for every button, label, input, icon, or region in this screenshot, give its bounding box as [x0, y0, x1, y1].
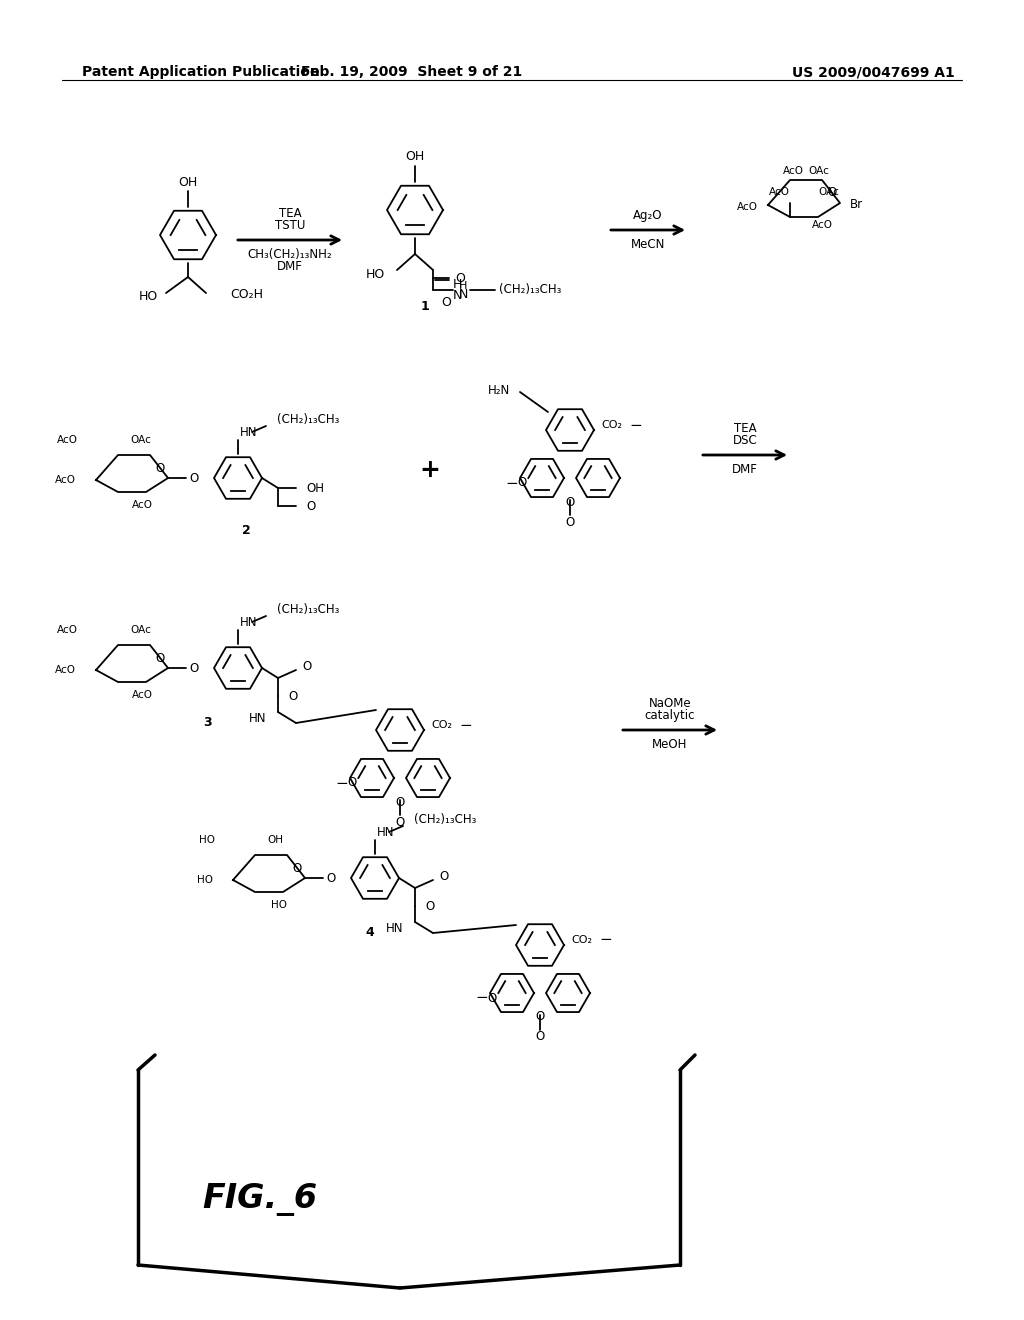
Text: AcO: AcO: [131, 690, 153, 700]
Text: CO₂: CO₂: [431, 719, 453, 730]
Text: MeCN: MeCN: [631, 238, 666, 251]
Text: HO: HO: [366, 268, 385, 281]
Text: DMF: DMF: [732, 463, 758, 477]
Text: O: O: [293, 862, 302, 874]
Text: H: H: [459, 281, 467, 290]
Text: O: O: [441, 296, 451, 309]
Text: O: O: [302, 660, 311, 672]
Text: O: O: [189, 661, 199, 675]
Text: −: −: [460, 718, 472, 733]
Text: TEA: TEA: [733, 422, 757, 436]
Text: O: O: [827, 186, 837, 199]
Text: AcO: AcO: [57, 624, 78, 635]
Text: HO: HO: [197, 875, 213, 884]
Text: HO: HO: [199, 836, 215, 845]
Text: O: O: [565, 495, 574, 508]
Text: OH: OH: [267, 836, 283, 845]
Text: O: O: [536, 1011, 545, 1023]
Text: AcO: AcO: [769, 187, 790, 197]
Text: Feb. 19, 2009  Sheet 9 of 21: Feb. 19, 2009 Sheet 9 of 21: [301, 65, 522, 79]
Text: O: O: [536, 1031, 545, 1044]
Text: O: O: [156, 462, 165, 474]
Text: +: +: [420, 458, 440, 482]
Text: OH: OH: [178, 177, 198, 190]
Text: O: O: [288, 689, 297, 702]
Text: (CH₂)₁₃CH₃: (CH₂)₁₃CH₃: [276, 413, 339, 426]
Text: HN: HN: [240, 615, 257, 628]
Text: HO: HO: [138, 290, 158, 304]
Text: O: O: [395, 816, 404, 829]
Text: AcO: AcO: [55, 665, 76, 675]
Text: O: O: [327, 871, 336, 884]
Text: CH₃(CH₂)₁₃NH₂: CH₃(CH₂)₁₃NH₂: [248, 248, 333, 261]
Text: HN: HN: [377, 825, 394, 838]
Text: AcO: AcO: [783, 166, 804, 176]
Text: CO₂H: CO₂H: [230, 289, 263, 301]
Text: O: O: [565, 516, 574, 528]
Text: DMF: DMF: [278, 260, 303, 273]
Text: (CH₂)₁₃CH₃: (CH₂)₁₃CH₃: [276, 603, 339, 616]
Text: DSC: DSC: [732, 434, 758, 447]
Text: AcO: AcO: [131, 500, 153, 510]
Text: FIG._6: FIG._6: [203, 1184, 317, 1217]
Text: −: −: [600, 932, 612, 948]
Text: MeOH: MeOH: [652, 738, 688, 751]
Text: HO: HO: [271, 900, 287, 909]
Text: O: O: [189, 471, 199, 484]
Text: CO₂: CO₂: [571, 935, 593, 945]
Text: (CH₂)₁₃CH₃: (CH₂)₁₃CH₃: [414, 813, 476, 826]
Text: US 2009/0047699 A1: US 2009/0047699 A1: [793, 65, 955, 79]
Text: TEA: TEA: [279, 207, 301, 220]
Text: OAc: OAc: [818, 187, 839, 197]
Text: O: O: [455, 272, 465, 285]
Text: O: O: [487, 991, 497, 1005]
Text: −: −: [475, 990, 488, 1006]
Text: TSTU: TSTU: [274, 219, 305, 232]
Text: AcO: AcO: [55, 475, 76, 484]
Text: catalytic: catalytic: [645, 709, 695, 722]
Text: H₂N: H₂N: [487, 384, 510, 396]
Text: O: O: [156, 652, 165, 664]
Text: AcO: AcO: [811, 220, 833, 230]
Text: OH: OH: [406, 150, 425, 164]
Text: HN: HN: [385, 921, 403, 935]
Text: 4: 4: [366, 927, 375, 940]
Text: O: O: [439, 870, 449, 883]
Text: OAc: OAc: [130, 624, 151, 635]
Text: H
N: H N: [453, 279, 463, 302]
Text: 3: 3: [204, 717, 212, 730]
Text: −: −: [630, 417, 642, 433]
Text: −: −: [506, 475, 518, 491]
Text: O: O: [517, 477, 526, 490]
Text: O: O: [347, 776, 356, 789]
Text: AcO: AcO: [737, 202, 758, 213]
Text: N: N: [459, 288, 468, 301]
Text: 2: 2: [242, 524, 251, 536]
Text: HN: HN: [249, 711, 266, 725]
Text: O: O: [306, 499, 315, 512]
Text: OAc: OAc: [130, 436, 151, 445]
Text: O: O: [395, 796, 404, 808]
Text: (CH₂)₁₃CH₃: (CH₂)₁₃CH₃: [499, 284, 561, 297]
Text: Patent Application Publication: Patent Application Publication: [82, 65, 319, 79]
Text: CO₂: CO₂: [601, 420, 623, 430]
Text: OH: OH: [306, 482, 324, 495]
Text: 1: 1: [421, 300, 429, 313]
Text: O: O: [425, 899, 434, 912]
Text: OAc: OAc: [808, 166, 828, 176]
Text: −: −: [336, 776, 348, 791]
Text: AcO: AcO: [57, 436, 78, 445]
Text: HN: HN: [240, 425, 257, 438]
Text: Br: Br: [850, 198, 863, 211]
Text: Ag₂O: Ag₂O: [633, 209, 663, 222]
Text: NaOMe: NaOMe: [648, 697, 691, 710]
